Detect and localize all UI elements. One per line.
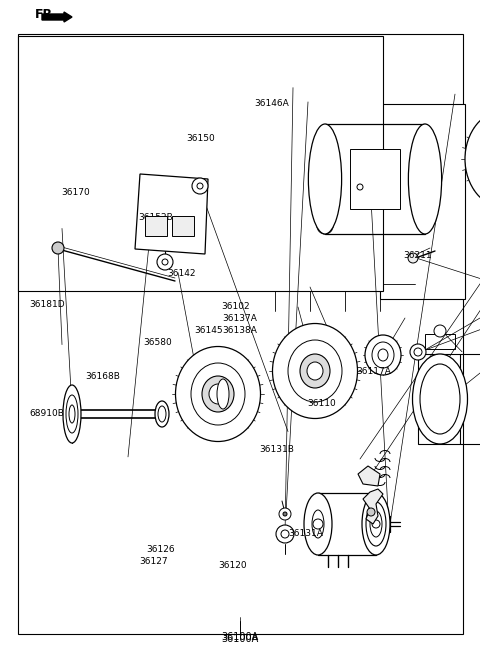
Ellipse shape — [191, 363, 245, 425]
Circle shape — [197, 183, 203, 189]
Ellipse shape — [304, 493, 332, 555]
Text: 36138A: 36138A — [222, 326, 257, 336]
Circle shape — [367, 508, 375, 516]
Ellipse shape — [69, 405, 75, 423]
Text: 36102: 36102 — [222, 302, 251, 312]
Ellipse shape — [372, 342, 394, 368]
Text: 36211: 36211 — [403, 251, 432, 260]
Text: 36137A: 36137A — [222, 314, 257, 323]
Circle shape — [157, 254, 173, 270]
Ellipse shape — [408, 124, 442, 234]
Text: FR.: FR. — [35, 8, 58, 21]
Text: 36146A: 36146A — [254, 99, 289, 108]
Bar — [425, 334, 455, 349]
Ellipse shape — [288, 340, 342, 402]
Text: 36110: 36110 — [307, 399, 336, 408]
Text: 36131A: 36131A — [288, 529, 323, 538]
Polygon shape — [50, 269, 165, 519]
Ellipse shape — [312, 510, 324, 538]
Bar — [350, 149, 400, 209]
Circle shape — [192, 178, 208, 194]
Ellipse shape — [273, 323, 358, 419]
Text: 68910B: 68910B — [30, 409, 65, 418]
Ellipse shape — [307, 362, 323, 380]
Polygon shape — [135, 174, 208, 254]
Text: 36170: 36170 — [61, 188, 90, 197]
Text: 36145: 36145 — [194, 326, 223, 336]
Bar — [172, 216, 194, 236]
Text: 36100A: 36100A — [221, 632, 259, 643]
Ellipse shape — [308, 124, 342, 234]
Circle shape — [281, 530, 289, 538]
Text: 36131B: 36131B — [259, 445, 294, 454]
Text: 36181D: 36181D — [30, 300, 65, 309]
Text: 36150: 36150 — [186, 134, 215, 143]
Ellipse shape — [300, 354, 330, 388]
Text: 36580: 36580 — [143, 337, 172, 347]
Circle shape — [414, 348, 422, 356]
Circle shape — [408, 253, 418, 263]
Circle shape — [357, 184, 363, 190]
Circle shape — [283, 512, 287, 516]
Bar — [418, 354, 460, 444]
Ellipse shape — [362, 493, 390, 555]
Bar — [380, 104, 465, 299]
Text: 36168B: 36168B — [85, 372, 120, 381]
Circle shape — [372, 520, 380, 528]
Text: 36117A: 36117A — [356, 367, 391, 376]
Circle shape — [162, 259, 168, 265]
Bar — [18, 36, 383, 291]
Text: 36127: 36127 — [139, 557, 168, 566]
Ellipse shape — [370, 511, 382, 537]
Circle shape — [279, 508, 291, 520]
Ellipse shape — [420, 364, 460, 434]
FancyArrow shape — [42, 12, 72, 22]
Ellipse shape — [66, 395, 78, 433]
Polygon shape — [363, 489, 383, 524]
Ellipse shape — [366, 502, 386, 546]
Text: 36120: 36120 — [218, 561, 247, 570]
Ellipse shape — [217, 379, 229, 409]
Ellipse shape — [465, 110, 480, 208]
Ellipse shape — [155, 401, 169, 427]
Ellipse shape — [158, 406, 166, 422]
Circle shape — [276, 525, 294, 543]
Ellipse shape — [176, 347, 261, 441]
Ellipse shape — [365, 335, 401, 375]
Circle shape — [410, 344, 426, 360]
Text: 36152B: 36152B — [138, 213, 173, 222]
Circle shape — [434, 325, 446, 337]
Text: 36100A: 36100A — [221, 634, 259, 644]
Ellipse shape — [412, 354, 468, 444]
Ellipse shape — [209, 384, 227, 404]
Ellipse shape — [63, 385, 81, 443]
Bar — [145, 216, 167, 236]
Text: 36142: 36142 — [167, 269, 195, 278]
Circle shape — [52, 242, 64, 254]
Ellipse shape — [378, 349, 388, 361]
Polygon shape — [358, 466, 380, 486]
Ellipse shape — [202, 376, 234, 412]
Text: 36126: 36126 — [146, 545, 175, 554]
Circle shape — [313, 519, 323, 529]
